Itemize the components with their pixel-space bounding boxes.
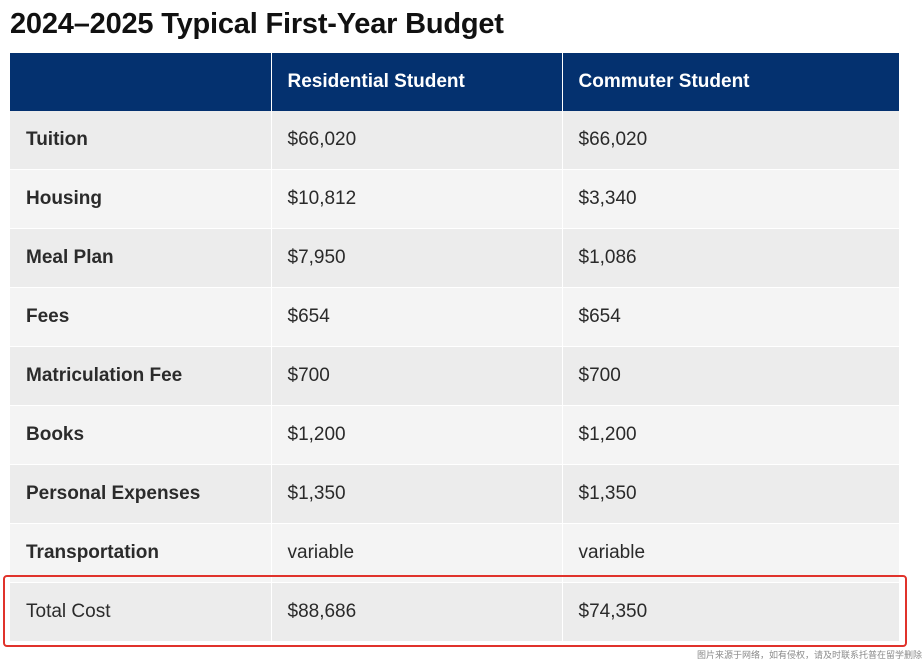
residential-value: $66,020 (271, 111, 563, 170)
commuter-value: $1,086 (562, 228, 899, 288)
column-header-commuter: Commuter Student (562, 53, 899, 111)
table-row-tuition: Tuition $66,020 $66,020 (10, 111, 899, 170)
row-label: Fees (10, 287, 272, 347)
table-row-transportation: Transportation variable variable (10, 523, 899, 583)
row-label: Meal Plan (10, 228, 272, 288)
commuter-value: $700 (562, 346, 899, 406)
residential-value: $1,350 (271, 464, 563, 524)
residential-value: $654 (271, 287, 563, 347)
residential-total: $88,686 (271, 582, 563, 642)
row-label: Tuition (10, 111, 272, 170)
column-header-residential: Residential Student (271, 53, 563, 111)
row-label: Housing (10, 169, 272, 229)
table-row-housing: Housing $10,812 $3,340 (10, 169, 899, 229)
table-header-row: Residential Student Commuter Student (10, 53, 899, 111)
row-label: Personal Expenses (10, 464, 272, 524)
table-row-matriculation-fee: Matriculation Fee $700 $700 (10, 346, 899, 406)
watermark-text: 图片来源于网络，如有侵权，请及时联系托普在留学删除 (696, 651, 922, 661)
commuter-value: $66,020 (562, 111, 899, 170)
page-title: 2024–2025 Typical First-Year Budget (10, 8, 504, 40)
commuter-value: $1,200 (562, 405, 899, 465)
residential-value: $700 (271, 346, 563, 406)
row-label: Matriculation Fee (10, 346, 272, 406)
table-row-books: Books $1,200 $1,200 (10, 405, 899, 465)
commuter-value: variable (562, 523, 899, 583)
table-row-total-cost: Total Cost $88,686 $74,350 (10, 582, 899, 642)
table-row-meal-plan: Meal Plan $7,950 $1,086 (10, 228, 899, 288)
row-label: Books (10, 405, 272, 465)
residential-value: variable (271, 523, 563, 583)
residential-value: $7,950 (271, 228, 563, 288)
table-row-fees: Fees $654 $654 (10, 287, 899, 347)
table-row-personal-expenses: Personal Expenses $1,350 $1,350 (10, 464, 899, 524)
budget-table: Residential Student Commuter Student Tui… (10, 53, 899, 642)
commuter-value: $654 (562, 287, 899, 347)
residential-value: $1,200 (271, 405, 563, 465)
row-label: Total Cost (10, 582, 272, 642)
commuter-value: $3,340 (562, 169, 899, 229)
row-label: Transportation (10, 523, 272, 583)
column-header-empty (10, 53, 272, 111)
residential-value: $10,812 (271, 169, 563, 229)
commuter-total: $74,350 (562, 582, 899, 642)
commuter-value: $1,350 (562, 464, 899, 524)
